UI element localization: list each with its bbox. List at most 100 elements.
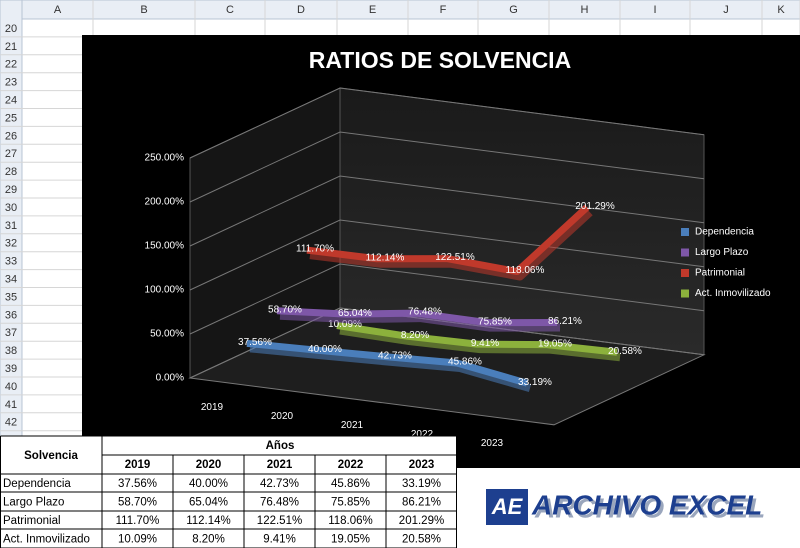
value-label: 20.58% bbox=[608, 346, 642, 357]
legend-swatch bbox=[681, 289, 689, 298]
legend-swatch bbox=[681, 248, 689, 257]
row-number: 20 bbox=[5, 23, 17, 35]
value-label: 201.29% bbox=[575, 201, 615, 212]
row-number: 31 bbox=[5, 220, 17, 232]
table-cell: 111.70% bbox=[116, 515, 160, 527]
row-number: 40 bbox=[5, 381, 17, 393]
row-number: 36 bbox=[5, 309, 17, 321]
y-tick-label: 50.00% bbox=[150, 329, 184, 340]
value-label: 111.70% bbox=[296, 244, 334, 255]
row-number: 37 bbox=[5, 327, 17, 339]
table-cell: Patrimonial bbox=[3, 515, 61, 527]
row-number: 24 bbox=[5, 94, 17, 106]
grid-line bbox=[189, 87, 705, 159]
x-tick-label: 2020 bbox=[271, 411, 294, 422]
grid-line bbox=[189, 131, 705, 203]
row-number: 27 bbox=[5, 148, 17, 160]
y-tick-label: 200.00% bbox=[145, 197, 185, 208]
legend-label: Act. Inmovilizado bbox=[695, 288, 771, 299]
table-cell: 76.48% bbox=[260, 497, 299, 509]
legend-swatch bbox=[681, 228, 689, 236]
row-number: 42 bbox=[5, 417, 17, 429]
ribbon-shadow bbox=[339, 326, 621, 362]
row-number: 34 bbox=[5, 273, 17, 285]
ribbon-shadow bbox=[279, 311, 561, 332]
table-header: 2019 bbox=[125, 459, 151, 471]
table-cell: 122.51% bbox=[257, 515, 302, 527]
value-label: 19.05% bbox=[538, 338, 572, 349]
table-cell: 19.05% bbox=[331, 534, 370, 546]
grid-line bbox=[189, 219, 705, 291]
value-label: 122.51% bbox=[435, 252, 475, 263]
table-cell: Largo Plazo bbox=[3, 497, 64, 509]
row-number: 26 bbox=[5, 130, 17, 142]
column-header-bar bbox=[0, 0, 800, 20]
column-letter: J bbox=[723, 4, 729, 16]
table-cell: 10.09% bbox=[118, 534, 157, 546]
value-label: 86.21% bbox=[548, 316, 582, 327]
series-line bbox=[246, 339, 528, 387]
table-cell: 86.21% bbox=[402, 497, 441, 509]
y-tick-label: 0.00% bbox=[156, 373, 184, 384]
table-cell: 118.06% bbox=[328, 515, 373, 527]
value-label: 118.06% bbox=[506, 265, 545, 276]
table-corner: Solvencia bbox=[24, 450, 78, 462]
y-tick-label: 150.00% bbox=[145, 241, 185, 252]
column-letter: K bbox=[777, 4, 785, 16]
table-cell: Dependencia bbox=[3, 478, 71, 490]
column-letter: D bbox=[297, 4, 305, 16]
table-group: Años bbox=[266, 440, 295, 452]
table-cell: 9.41% bbox=[263, 534, 296, 546]
row-number: 29 bbox=[5, 184, 17, 196]
table-cell: 37.56% bbox=[118, 478, 157, 490]
value-label: 40.00% bbox=[308, 344, 342, 355]
grid-line bbox=[189, 263, 705, 335]
logo-mark: AE bbox=[491, 494, 524, 519]
value-label: 65.04% bbox=[338, 308, 372, 319]
value-label: 10.09% bbox=[328, 319, 362, 330]
column-letter: C bbox=[226, 4, 234, 16]
series-line bbox=[336, 322, 618, 356]
table-header: 2022 bbox=[338, 459, 364, 471]
legend-label: Patrimonial bbox=[695, 268, 745, 279]
table-header: 2023 bbox=[409, 459, 435, 471]
column-letter: I bbox=[653, 4, 656, 16]
legend-label: Largo Plazo bbox=[695, 247, 749, 258]
row-number: 35 bbox=[5, 291, 17, 303]
row-number: 28 bbox=[5, 166, 17, 178]
chart-title: RATIOS DE SOLVENCIA bbox=[309, 47, 571, 73]
logo-text: ARCHIVO EXCEL bbox=[531, 489, 762, 520]
row-number: 25 bbox=[5, 112, 17, 124]
y-tick-label: 250.00% bbox=[145, 153, 185, 164]
value-label: 75.85% bbox=[478, 316, 512, 327]
table-header: 2020 bbox=[196, 459, 222, 471]
row-number: 21 bbox=[5, 41, 17, 53]
column-letter: E bbox=[369, 4, 376, 16]
logo-text-shadow: ARCHIVO EXCEL bbox=[534, 492, 765, 523]
table-cell: 8.20% bbox=[192, 534, 225, 546]
value-label: 112.14% bbox=[366, 252, 405, 263]
column-letter: H bbox=[581, 4, 589, 16]
column-letter: A bbox=[54, 4, 62, 16]
value-label: 8.20% bbox=[401, 330, 429, 341]
column-letter: F bbox=[440, 4, 447, 16]
row-number: 30 bbox=[5, 202, 17, 214]
series-line bbox=[276, 307, 558, 327]
table-cell: 42.73% bbox=[260, 478, 299, 490]
table-cell: 112.14% bbox=[186, 515, 231, 527]
value-label: 9.41% bbox=[471, 338, 499, 349]
grid-line bbox=[189, 307, 705, 379]
row-number: 41 bbox=[5, 399, 17, 411]
table-cell: 45.86% bbox=[331, 478, 370, 490]
row-number: 39 bbox=[5, 363, 17, 375]
y-tick-label: 100.00% bbox=[145, 285, 185, 296]
x-tick-label: 2023 bbox=[481, 438, 504, 449]
row-number: 22 bbox=[5, 59, 17, 71]
table-cell: Act. Inmovilizado bbox=[3, 534, 90, 546]
column-letter: B bbox=[140, 4, 147, 16]
row-number: 38 bbox=[5, 345, 17, 357]
x-tick-label: 2021 bbox=[341, 420, 364, 431]
table-cell: 40.00% bbox=[189, 478, 228, 490]
row-number: 23 bbox=[5, 77, 17, 89]
